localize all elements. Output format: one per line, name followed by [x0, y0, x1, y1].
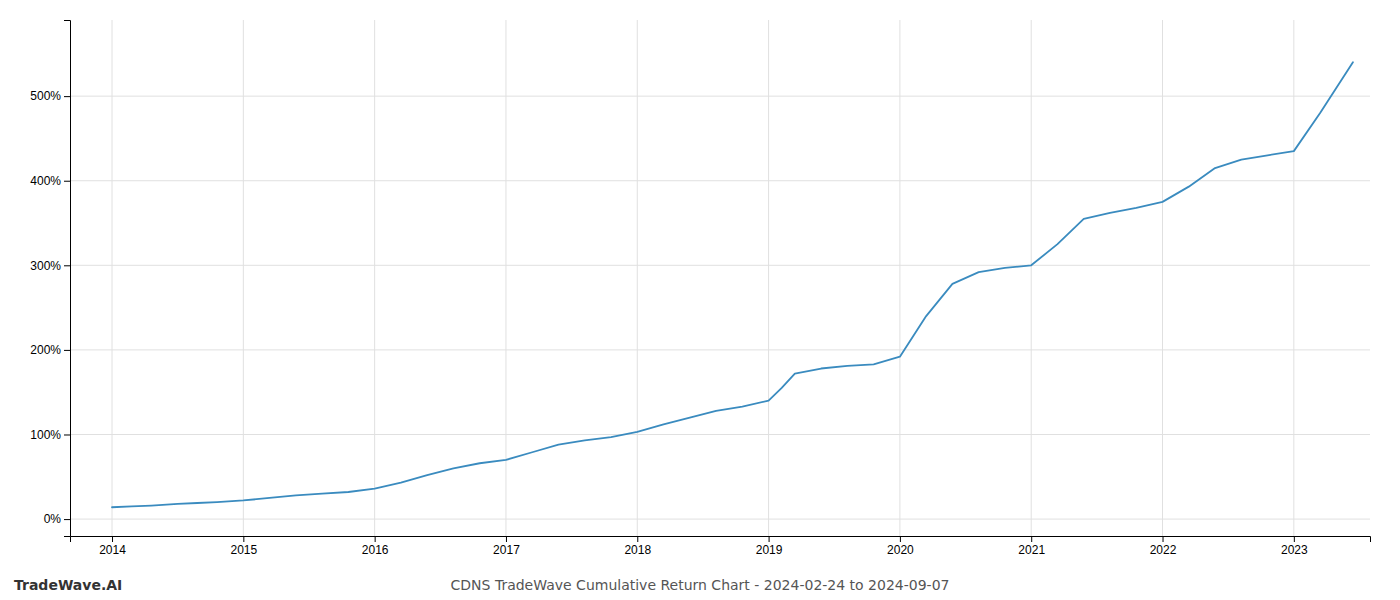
- x-tick-label: 2017: [493, 543, 520, 557]
- grid-line-x: [374, 20, 375, 536]
- x-tick-mark: [112, 536, 113, 542]
- y-tick-mark: [64, 434, 70, 435]
- x-tick: 2015: [230, 536, 257, 557]
- x-tick-mark: [243, 536, 244, 542]
- grid: [70, 20, 1370, 536]
- y-tick-mark: [64, 350, 70, 351]
- x-tick: 2016: [362, 536, 389, 557]
- grid-line-y: [70, 96, 1370, 97]
- x-tick-label: 2021: [1018, 543, 1045, 557]
- grid-line-x: [1162, 20, 1163, 536]
- y-axis: 0% 100% 200% 300% 400% 500%: [30, 21, 70, 537]
- x-tick-mark: [900, 536, 901, 542]
- grid-line-x: [1031, 20, 1032, 536]
- y-tick-label: 500%: [30, 89, 61, 103]
- marks: [112, 62, 1353, 507]
- x-tick: 2019: [756, 536, 783, 557]
- grid-line-x: [112, 20, 113, 536]
- x-tick-label: 2014: [99, 543, 126, 557]
- x-tick-mark: [1031, 536, 1032, 542]
- x-axis-line: [71, 537, 1371, 543]
- x-tick-label: 2023: [1281, 543, 1308, 557]
- x-tick: 2023: [1281, 536, 1308, 557]
- x-tick: 2018: [624, 536, 651, 557]
- x-tick-mark: [637, 536, 638, 542]
- y-tick-label: 300%: [30, 259, 61, 273]
- y-tick-label: 0%: [44, 512, 62, 526]
- x-tick-label: 2022: [1150, 543, 1177, 557]
- y-tick-mark: [64, 96, 70, 97]
- plot: 2014 2015 2016 2017 2018 2019 2020 2021 2022 2023…: [30, 20, 1370, 557]
- y-tick-label: 200%: [30, 343, 61, 357]
- y-tick-mark: [64, 181, 70, 182]
- x-tick-mark: [769, 536, 770, 542]
- y-tick: 500%: [30, 89, 70, 103]
- chart: 2014 2015 2016 2017 2018 2019 2020 2021 2022 2023…: [0, 0, 1400, 600]
- x-tick: 2021: [1018, 536, 1045, 557]
- x-tick: 2014: [99, 536, 126, 557]
- x-tick-mark: [375, 536, 376, 542]
- grid-line-y: [70, 434, 1370, 435]
- x-tick-mark: [1294, 536, 1295, 542]
- grid-line-x: [243, 20, 244, 536]
- x-tick-label: 2015: [230, 543, 257, 557]
- x-tick: 2022: [1150, 536, 1177, 557]
- grid-line-x: [768, 20, 769, 536]
- x-tick-label: 2019: [756, 543, 783, 557]
- grid-line-x: [1293, 20, 1294, 536]
- x-tick-mark: [506, 536, 507, 542]
- title: CDNS TradeWave Cumulative Return Chart -…: [451, 577, 950, 593]
- grid-line-x: [899, 20, 900, 536]
- x-tick: 2017: [493, 536, 520, 557]
- line: [112, 62, 1353, 507]
- x-axis: 2014 2015 2016 2017 2018 2019 2020 2021 2022 2023: [71, 536, 1371, 557]
- y-tick: 100%: [30, 428, 70, 442]
- grid-line-y: [70, 349, 1370, 350]
- y-tick: 0%: [44, 512, 70, 526]
- y-axis-line: [64, 21, 71, 537]
- y-tick-label: 400%: [30, 174, 61, 188]
- grid-line-y: [70, 180, 1370, 181]
- x-tick: 2020: [887, 536, 914, 557]
- y-tick: 300%: [30, 259, 70, 273]
- y-tick: 400%: [30, 174, 70, 188]
- x-tick-label: 2018: [624, 543, 651, 557]
- grid-line-y: [70, 265, 1370, 266]
- y-tick-mark: [64, 265, 70, 266]
- grid-line-y: [70, 519, 1370, 520]
- y-tick-label: 100%: [30, 428, 61, 442]
- annotation: TradeWave.AI: [14, 577, 122, 593]
- grid-line-x: [505, 20, 506, 536]
- y-tick: 200%: [30, 343, 70, 357]
- x-tick-label: 2020: [887, 543, 914, 557]
- x-tick-mark: [1163, 536, 1164, 542]
- x-tick-label: 2016: [362, 543, 389, 557]
- grid-line-x: [637, 20, 638, 536]
- y-tick-mark: [64, 519, 70, 520]
